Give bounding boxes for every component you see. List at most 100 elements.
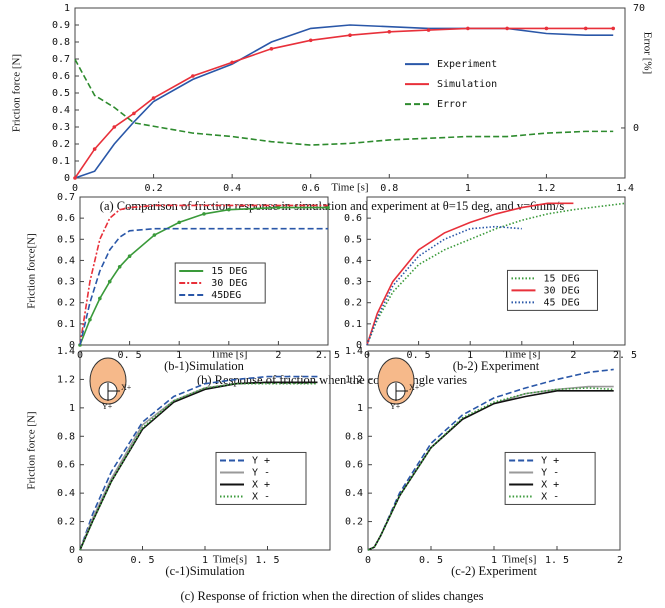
x-tick-label: 1.2 <box>537 183 555 194</box>
x-tick-label: 1. 5 <box>545 555 569 566</box>
y-tick-label: 0.3 <box>52 122 70 133</box>
x-tick-label: 2 <box>617 555 623 566</box>
x-tick-label: 0. 5 <box>419 555 443 566</box>
legend-label: X + <box>541 479 559 490</box>
legend-label: Y - <box>541 467 559 478</box>
y-tick-label: 0.2 <box>345 517 363 528</box>
y-tick-label: 1 <box>64 3 70 14</box>
series-marker <box>151 96 156 100</box>
plot-frame <box>366 196 626 346</box>
y-axis-label: Friction force[N] <box>26 233 38 308</box>
x-tick-label: 0. 5 <box>407 350 431 361</box>
x-tick-label: 0 <box>364 350 370 361</box>
x-tick-label: 0.6 <box>302 183 320 194</box>
legend-label: X - <box>252 491 270 502</box>
x-tick-label: 1. 5 <box>510 350 534 361</box>
series-marker <box>348 33 352 37</box>
series-marker <box>505 26 509 31</box>
legend-label: 45 DEG <box>543 297 579 308</box>
x-tick-label: 0. 5 <box>118 350 142 361</box>
legend-label: Experiment <box>437 59 497 70</box>
chart-caption: (c-1)Simulation <box>165 564 245 578</box>
series-marker <box>466 26 470 31</box>
series-marker <box>230 60 234 65</box>
series-line <box>74 24 614 179</box>
series-line <box>74 27 614 179</box>
legend-label: 30 DEG <box>543 285 579 296</box>
legend-label: 15 DEG <box>543 273 579 284</box>
x-tick-label: 0. 5 <box>130 555 154 566</box>
y-tick-label: 0.2 <box>52 139 70 150</box>
series-marker <box>112 125 117 129</box>
legend-label: Simulation <box>437 79 497 90</box>
series-marker <box>107 279 112 284</box>
x-tick-label: 1.4 <box>616 183 634 194</box>
y-tick-label: 0.1 <box>344 319 362 330</box>
y-tick-label: 0 <box>69 545 75 556</box>
series-line <box>366 202 574 346</box>
x-tick-label: 0.8 <box>380 183 398 194</box>
inset-label: Y+ <box>390 402 401 411</box>
y-tick-label: 0.1 <box>52 156 70 167</box>
series-marker <box>308 38 313 43</box>
y-tick-label: 0.4 <box>344 255 362 266</box>
y-tick-label: 0.6 <box>57 213 75 224</box>
legend-label: 45DEG <box>211 290 241 301</box>
series-line <box>367 390 614 551</box>
y-tick-label: 0.8 <box>345 431 363 442</box>
x-tick-label: 2 <box>570 350 576 361</box>
inset-label: X+ <box>121 383 132 392</box>
y2-axis-label: Error [%] <box>641 32 653 74</box>
series-marker <box>583 26 588 31</box>
series-marker <box>177 220 181 225</box>
series-line <box>79 206 328 346</box>
y-tick-label: 0.4 <box>57 488 75 499</box>
x-tick-label: 1 <box>202 555 208 566</box>
y-tick-label: 0.2 <box>57 517 75 528</box>
legend-label: X + <box>252 479 270 490</box>
y-tick-label: 0.6 <box>344 213 362 224</box>
x-tick-label: 1 <box>176 350 182 361</box>
inset-label: Y+ <box>102 402 113 411</box>
series-marker <box>73 176 77 180</box>
legend-label: Y - <box>252 467 270 478</box>
y-tick-label: 0 <box>69 340 75 351</box>
legend-label: 30 DEG <box>211 278 247 289</box>
legend-label: X - <box>541 491 559 502</box>
y-tick-label: 1.4 <box>57 346 75 357</box>
series-line <box>79 227 328 346</box>
x-tick-label: 1 <box>491 555 497 566</box>
x-tick-label: 0 <box>72 183 78 194</box>
x-tick-label: 1. 5 <box>217 350 241 361</box>
y-tick-label: 1 <box>357 403 363 414</box>
legend-label: Y + <box>252 455 270 466</box>
series-marker <box>202 212 206 216</box>
y2-tick-label: 70 <box>633 3 645 14</box>
y-tick-label: 0.7 <box>57 192 75 203</box>
legend-label: Y + <box>541 455 559 466</box>
y-tick-label: 0.5 <box>344 234 362 245</box>
chart-caption: (b-1)Simulation <box>164 359 245 373</box>
series-line <box>367 387 614 551</box>
y-tick-label: 1 <box>69 403 75 414</box>
y-tick-label: 0.6 <box>57 460 75 471</box>
x-tick-label: 1 <box>467 350 473 361</box>
x-tick-label: 1. 5 <box>255 555 279 566</box>
series-line <box>366 202 626 346</box>
y-tick-label: 0.4 <box>345 488 363 499</box>
series-marker <box>611 26 616 31</box>
y-tick-label: 0.4 <box>52 105 70 116</box>
x-axis-label: Time [s] <box>331 182 368 194</box>
x-tick-label: 0.2 <box>145 183 163 194</box>
series-marker <box>117 264 122 269</box>
chart-caption: (c-2) Experiment <box>451 564 537 578</box>
legend-label: Error <box>437 99 467 110</box>
y-tick-label: 0.9 <box>52 20 70 31</box>
series-line <box>79 375 318 551</box>
y-tick-label: 0.6 <box>345 460 363 471</box>
x-axis-label: Time[s] <box>502 554 536 566</box>
series-line <box>367 368 614 551</box>
legend-box <box>174 262 266 304</box>
x-tick-label: 0.4 <box>223 183 241 194</box>
y-tick-label: 0 <box>356 340 362 351</box>
